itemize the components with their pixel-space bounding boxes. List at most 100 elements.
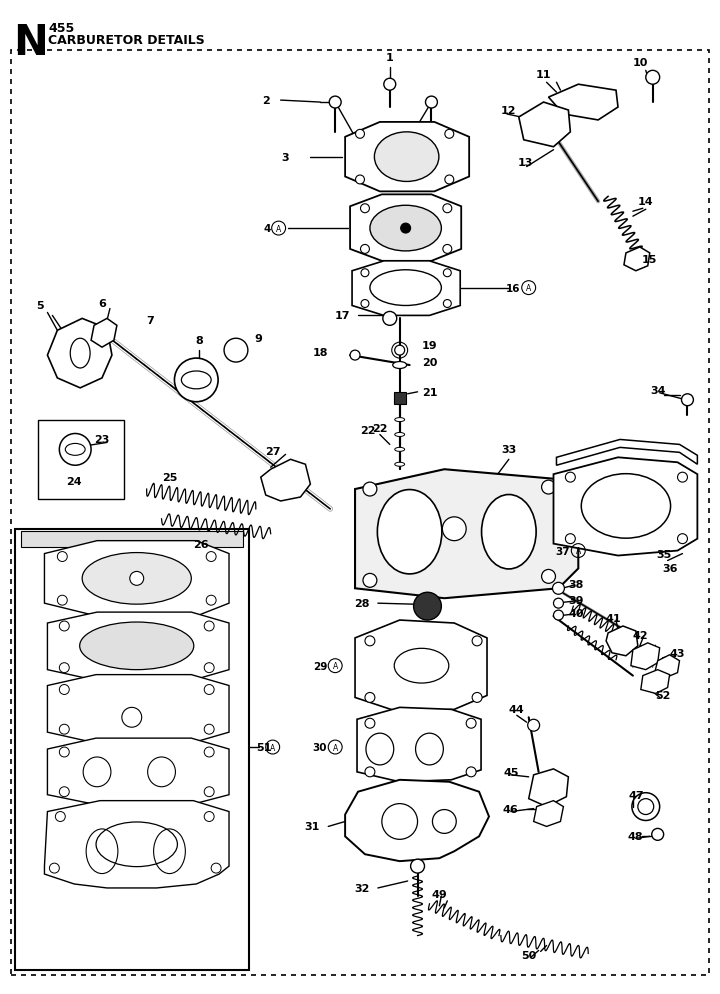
Text: 455: 455 bbox=[48, 22, 75, 35]
Ellipse shape bbox=[482, 495, 536, 570]
Circle shape bbox=[204, 812, 214, 822]
Text: 42: 42 bbox=[632, 630, 647, 640]
Circle shape bbox=[356, 130, 364, 139]
Polygon shape bbox=[654, 655, 680, 678]
Polygon shape bbox=[91, 319, 117, 348]
Circle shape bbox=[363, 574, 377, 587]
Text: 33: 33 bbox=[501, 445, 516, 455]
Ellipse shape bbox=[395, 433, 405, 437]
Circle shape bbox=[443, 246, 451, 254]
Circle shape bbox=[59, 685, 69, 695]
Text: 20: 20 bbox=[422, 358, 437, 368]
Circle shape bbox=[204, 747, 214, 757]
Text: 5: 5 bbox=[37, 301, 45, 311]
Polygon shape bbox=[534, 801, 564, 827]
Text: 36: 36 bbox=[662, 564, 678, 574]
Polygon shape bbox=[624, 248, 649, 271]
Bar bbox=[394, 393, 405, 405]
Polygon shape bbox=[48, 739, 229, 805]
Circle shape bbox=[59, 434, 91, 466]
Text: 32: 32 bbox=[354, 883, 369, 893]
Text: 22: 22 bbox=[372, 423, 387, 433]
Text: N: N bbox=[13, 22, 48, 64]
Text: 27: 27 bbox=[265, 447, 280, 457]
Text: 44: 44 bbox=[509, 705, 525, 715]
Circle shape bbox=[174, 359, 218, 403]
Ellipse shape bbox=[80, 622, 194, 670]
Circle shape bbox=[361, 269, 369, 277]
Circle shape bbox=[59, 663, 69, 673]
Text: A: A bbox=[576, 547, 581, 556]
Circle shape bbox=[445, 176, 454, 185]
Polygon shape bbox=[350, 195, 462, 261]
Text: 28: 28 bbox=[354, 598, 370, 608]
Circle shape bbox=[466, 719, 476, 729]
Text: 46: 46 bbox=[503, 804, 518, 814]
Circle shape bbox=[130, 572, 144, 585]
Text: 21: 21 bbox=[422, 388, 437, 398]
Circle shape bbox=[224, 339, 248, 363]
Text: 19: 19 bbox=[422, 341, 437, 351]
Text: 26: 26 bbox=[194, 539, 209, 549]
Text: 16: 16 bbox=[506, 283, 521, 293]
Text: 22: 22 bbox=[360, 425, 376, 435]
Circle shape bbox=[206, 552, 216, 562]
Text: 39: 39 bbox=[569, 595, 584, 605]
Ellipse shape bbox=[395, 448, 405, 452]
Circle shape bbox=[206, 595, 216, 605]
Text: 14: 14 bbox=[638, 197, 654, 207]
Text: 7: 7 bbox=[145, 316, 153, 326]
Polygon shape bbox=[48, 319, 112, 389]
Ellipse shape bbox=[395, 418, 405, 422]
Text: 50: 50 bbox=[521, 950, 536, 960]
Text: 11: 11 bbox=[536, 71, 552, 81]
Circle shape bbox=[55, 812, 66, 822]
Polygon shape bbox=[345, 123, 469, 192]
Circle shape bbox=[384, 80, 396, 91]
Polygon shape bbox=[45, 541, 229, 616]
Circle shape bbox=[361, 205, 369, 214]
Circle shape bbox=[528, 720, 539, 732]
Circle shape bbox=[383, 312, 397, 326]
Circle shape bbox=[211, 863, 221, 873]
Circle shape bbox=[401, 224, 410, 234]
Polygon shape bbox=[261, 460, 310, 501]
Polygon shape bbox=[355, 470, 578, 598]
Circle shape bbox=[472, 693, 482, 703]
Circle shape bbox=[541, 481, 555, 495]
Text: 17: 17 bbox=[334, 311, 350, 321]
Polygon shape bbox=[606, 626, 638, 656]
Circle shape bbox=[361, 246, 369, 254]
Text: 47: 47 bbox=[628, 790, 644, 800]
Circle shape bbox=[552, 582, 564, 594]
Circle shape bbox=[204, 621, 214, 631]
Circle shape bbox=[365, 767, 375, 777]
Circle shape bbox=[444, 269, 451, 277]
Circle shape bbox=[58, 552, 67, 562]
Circle shape bbox=[682, 395, 693, 407]
Text: 52: 52 bbox=[655, 691, 670, 701]
Text: 18: 18 bbox=[312, 348, 328, 358]
Circle shape bbox=[426, 97, 437, 109]
Text: 3: 3 bbox=[282, 152, 289, 162]
Circle shape bbox=[363, 483, 377, 497]
Polygon shape bbox=[549, 85, 618, 121]
Polygon shape bbox=[631, 643, 660, 670]
Text: 31: 31 bbox=[305, 822, 320, 832]
Text: 40: 40 bbox=[569, 608, 584, 618]
Text: 4: 4 bbox=[264, 224, 271, 234]
Circle shape bbox=[638, 799, 654, 815]
Text: 45: 45 bbox=[503, 767, 518, 777]
Circle shape bbox=[442, 517, 466, 541]
Circle shape bbox=[204, 685, 214, 695]
Circle shape bbox=[472, 636, 482, 646]
Polygon shape bbox=[48, 612, 229, 681]
Text: 34: 34 bbox=[650, 386, 665, 396]
Text: 8: 8 bbox=[195, 336, 203, 346]
Text: 37: 37 bbox=[556, 546, 570, 556]
Text: 1: 1 bbox=[386, 54, 394, 64]
Circle shape bbox=[413, 592, 441, 620]
Circle shape bbox=[59, 621, 69, 631]
Text: 13: 13 bbox=[518, 157, 534, 167]
Ellipse shape bbox=[374, 133, 439, 182]
